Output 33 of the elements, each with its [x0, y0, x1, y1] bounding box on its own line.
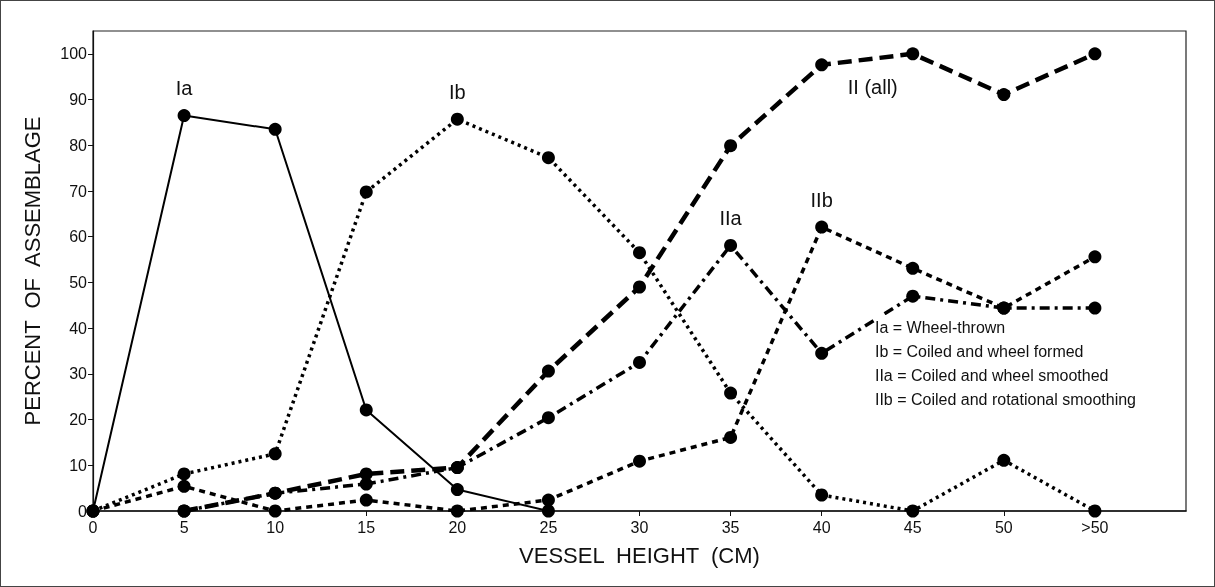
y-axis-title: PERCENT OF ASSEMBLAGE: [19, 116, 45, 426]
x-tick-label: 15: [357, 518, 376, 536]
y-tick-label: 80: [69, 136, 88, 154]
x-tick-label: 30: [630, 518, 649, 536]
y-tick-label: 40: [69, 319, 88, 337]
y-tick-label: 20: [69, 411, 88, 429]
x-tick-label: 10: [266, 518, 285, 536]
annotation: IIb = Coiled and rotational smoothing: [874, 390, 1137, 408]
y-tick-label: 30: [69, 365, 88, 383]
series-label: Ib: [448, 80, 466, 103]
y-tick-label: 70: [69, 182, 88, 200]
x-tick-label: 25: [539, 518, 558, 536]
series-label: Ia: [175, 77, 194, 100]
y-tick-label: 50: [69, 273, 88, 291]
x-tick-label: 5: [179, 518, 189, 536]
y-tick-label: 90: [69, 91, 88, 109]
x-tick-label: 35: [721, 518, 740, 536]
x-tick-label: 20: [448, 518, 467, 536]
annotation: IIa = Coiled and wheel smoothed: [874, 366, 1109, 384]
series-label: IIb: [810, 188, 833, 211]
y-tick-label: 100: [60, 45, 88, 63]
x-tick-label: >50: [1081, 518, 1109, 536]
y-tick-label: 10: [69, 456, 88, 474]
x-tick-label: 45: [903, 518, 922, 536]
annotation: Ia = Wheel-thrown: [874, 318, 1006, 336]
annotation: Ib = Coiled and wheel formed: [874, 342, 1084, 360]
x-axis-title: VESSEL HEIGHT (CM): [519, 542, 760, 568]
y-tick-label: 0: [78, 502, 88, 520]
x-tick-label: 40: [812, 518, 831, 536]
series-label: IIa: [719, 206, 743, 229]
y-tick-label: 60: [69, 228, 88, 246]
x-tick-label: 50: [994, 518, 1013, 536]
series-label: II (all): [847, 76, 898, 99]
